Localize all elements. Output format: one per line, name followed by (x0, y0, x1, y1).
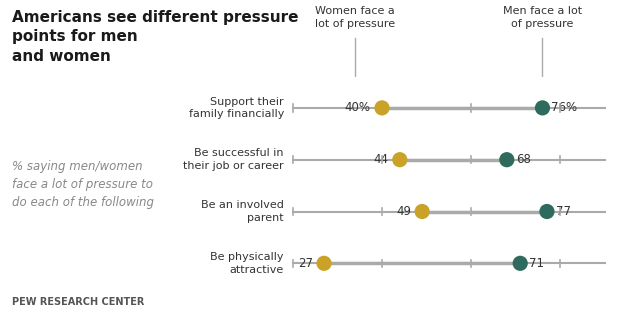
Point (417, 209, 428, 214)
Text: 68: 68 (516, 153, 531, 166)
Text: 77: 77 (556, 205, 571, 218)
Text: % saying men/women
face a lot of pressure to
do each of the following: % saying men/women face a lot of pressur… (12, 160, 154, 209)
Text: Support their
family financially: Support their family financially (189, 97, 284, 119)
Text: Be an involved
parent: Be an involved parent (201, 200, 284, 223)
Text: 49: 49 (396, 205, 411, 218)
Text: PEW RESEARCH CENTER: PEW RESEARCH CENTER (12, 297, 144, 307)
Text: 44: 44 (374, 153, 388, 166)
Text: Americans see different pressure
points for men
and women: Americans see different pressure points … (12, 10, 298, 64)
Text: 76%: 76% (552, 101, 577, 114)
Point (377, 105, 387, 110)
Text: Women face a
lot of pressure: Women face a lot of pressure (315, 6, 395, 29)
Text: 27: 27 (298, 257, 313, 270)
Text: Be physically
attractive: Be physically attractive (211, 252, 284, 275)
Text: 40%: 40% (345, 101, 371, 114)
Point (542, 209, 552, 214)
Point (538, 105, 548, 110)
Text: Be successful in
their job or career: Be successful in their job or career (183, 148, 284, 171)
Text: 71: 71 (529, 257, 544, 270)
Point (319, 261, 329, 266)
Text: Men face a lot
of pressure: Men face a lot of pressure (502, 6, 582, 29)
Point (395, 157, 405, 162)
Point (502, 157, 512, 162)
Point (515, 261, 525, 266)
